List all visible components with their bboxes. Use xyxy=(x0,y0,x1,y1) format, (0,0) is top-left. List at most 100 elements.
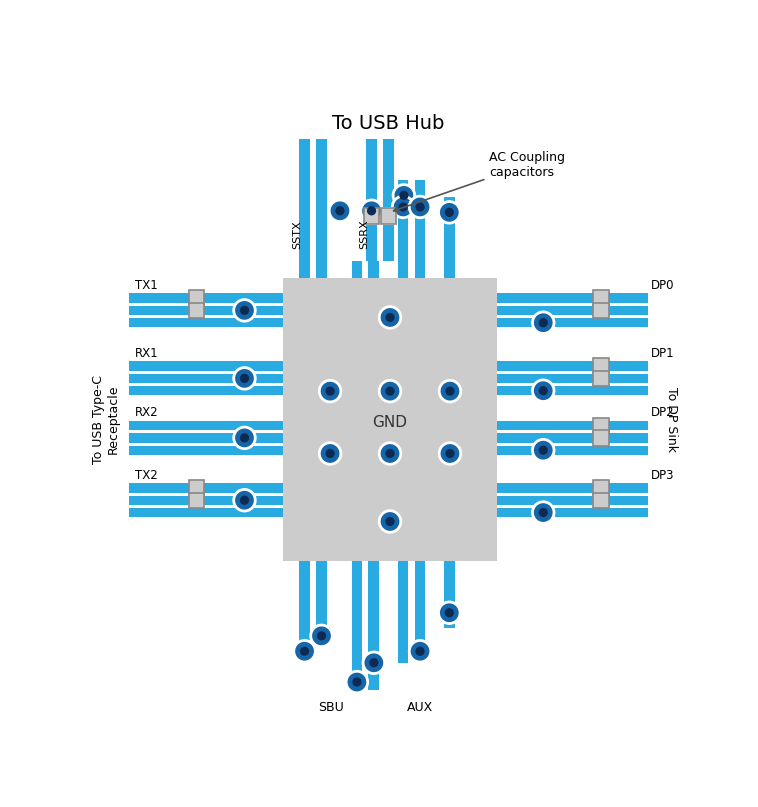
Circle shape xyxy=(385,387,395,395)
Bar xyxy=(497,495,514,505)
Bar xyxy=(352,578,362,682)
Bar xyxy=(444,561,455,578)
Bar xyxy=(299,261,310,278)
Bar xyxy=(316,578,327,636)
Text: SSTX: SSTX xyxy=(293,220,302,249)
Bar xyxy=(415,578,425,651)
Bar xyxy=(594,430,609,445)
Bar xyxy=(444,261,455,278)
Bar xyxy=(266,445,283,455)
Circle shape xyxy=(532,502,554,523)
Circle shape xyxy=(446,387,455,395)
Bar xyxy=(514,386,648,395)
Circle shape xyxy=(415,646,424,656)
Bar xyxy=(444,578,455,628)
Text: DP0: DP0 xyxy=(651,279,675,292)
Bar xyxy=(497,445,514,455)
Circle shape xyxy=(352,677,362,687)
Circle shape xyxy=(409,196,431,218)
Circle shape xyxy=(393,185,415,206)
Bar xyxy=(352,561,362,578)
Bar xyxy=(381,208,396,224)
Circle shape xyxy=(240,306,249,315)
Bar xyxy=(266,433,283,442)
Bar xyxy=(383,225,394,261)
Bar xyxy=(266,495,283,505)
Text: To USB Hub: To USB Hub xyxy=(332,114,445,133)
Bar xyxy=(368,578,379,690)
Circle shape xyxy=(415,203,424,211)
Bar xyxy=(368,261,379,278)
Bar xyxy=(366,139,377,207)
Circle shape xyxy=(294,641,315,662)
Bar xyxy=(497,483,514,492)
Circle shape xyxy=(439,202,460,223)
Bar xyxy=(129,495,266,505)
Circle shape xyxy=(532,440,554,461)
Bar xyxy=(352,261,362,278)
Bar xyxy=(129,318,266,328)
Circle shape xyxy=(329,200,351,222)
Bar xyxy=(366,225,377,261)
Bar xyxy=(266,306,283,315)
Text: AC Coupling
capacitors: AC Coupling capacitors xyxy=(393,151,565,211)
Text: RX2: RX2 xyxy=(135,407,158,420)
Circle shape xyxy=(379,380,401,402)
Bar xyxy=(514,318,648,328)
Circle shape xyxy=(233,368,255,389)
Bar xyxy=(398,261,409,278)
Bar xyxy=(316,561,327,578)
Bar xyxy=(444,197,455,261)
Bar xyxy=(415,561,425,578)
Bar xyxy=(594,303,609,318)
Text: TX1: TX1 xyxy=(135,279,158,292)
Circle shape xyxy=(369,659,378,667)
Circle shape xyxy=(539,386,548,395)
Circle shape xyxy=(399,190,409,200)
Circle shape xyxy=(539,445,548,455)
Circle shape xyxy=(385,449,395,458)
Circle shape xyxy=(439,380,461,402)
Bar xyxy=(316,139,327,261)
Bar xyxy=(514,421,648,430)
Bar xyxy=(497,374,514,383)
Circle shape xyxy=(532,312,554,333)
Bar xyxy=(266,483,283,492)
Bar xyxy=(299,578,310,651)
Circle shape xyxy=(385,516,395,526)
Circle shape xyxy=(346,671,368,693)
Circle shape xyxy=(300,646,309,656)
Bar xyxy=(189,291,205,306)
Bar xyxy=(514,306,648,315)
Bar xyxy=(189,303,205,318)
Circle shape xyxy=(240,495,249,505)
Bar xyxy=(189,480,205,495)
Bar xyxy=(266,362,283,370)
Bar xyxy=(594,370,609,386)
Bar xyxy=(129,386,266,395)
Circle shape xyxy=(379,307,401,328)
Circle shape xyxy=(363,652,384,674)
Circle shape xyxy=(539,508,548,517)
Circle shape xyxy=(445,608,454,617)
Circle shape xyxy=(335,206,345,215)
Circle shape xyxy=(319,380,341,402)
Text: SBU: SBU xyxy=(318,701,344,714)
Text: DP1: DP1 xyxy=(651,347,675,360)
Bar xyxy=(514,483,648,492)
Text: RX1: RX1 xyxy=(135,347,158,360)
Circle shape xyxy=(445,207,454,217)
Circle shape xyxy=(240,433,249,442)
Bar xyxy=(129,483,266,492)
Circle shape xyxy=(439,602,460,624)
Text: To USB Type-C
Receptacle: To USB Type-C Receptacle xyxy=(92,375,120,464)
Circle shape xyxy=(446,449,455,458)
Text: TX2: TX2 xyxy=(135,469,158,482)
Bar xyxy=(514,445,648,455)
Bar xyxy=(398,578,409,663)
Bar xyxy=(594,418,609,433)
Bar xyxy=(266,508,283,517)
Bar xyxy=(594,358,609,374)
Bar xyxy=(514,495,648,505)
Circle shape xyxy=(439,443,461,464)
